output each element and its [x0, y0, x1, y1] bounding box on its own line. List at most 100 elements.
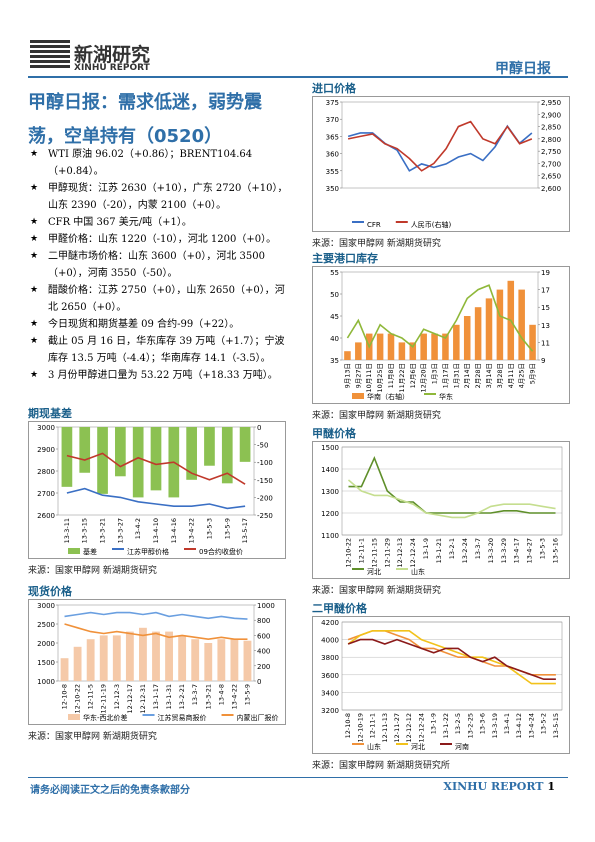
bar — [139, 627, 147, 681]
x-tick-label: 12-10-8 — [61, 684, 69, 709]
header-rule — [28, 76, 568, 78]
legend-label: 人民币(右轴) — [411, 220, 452, 229]
bar — [529, 324, 536, 360]
x-tick-label: 13-3-21 — [99, 518, 107, 543]
x-tick-label: 13-5-9 — [243, 684, 251, 705]
bar — [178, 635, 187, 681]
x-tick-label: 13-4-17 — [513, 538, 521, 563]
bar — [239, 427, 251, 462]
y2-tick-label: 15 — [541, 304, 550, 312]
y2-tick-label: -50 — [257, 442, 268, 450]
bar — [204, 643, 213, 681]
x-tick-label: 13-3-29 — [500, 538, 508, 563]
bar — [132, 427, 144, 498]
title: 甲醇日报：需求低迷，弱势震荡，空单持有（0520） — [28, 92, 262, 147]
legend-label: 内蒙出厂报价 — [237, 713, 279, 722]
x-tick-label: 13-5-3 — [539, 538, 547, 559]
source: 来源：国家甲醇网 新湖期货研究所 — [312, 761, 450, 771]
logo-mark — [30, 40, 70, 68]
bar — [518, 289, 525, 360]
chart-frame — [312, 441, 570, 579]
legend-label: 山东 — [411, 567, 425, 576]
logo-cn: 新湖研究 — [74, 44, 151, 66]
bar — [409, 342, 417, 360]
chart: 350 355 360 365 370 375 2,600 2,650 2,700 2,750 2,… — [312, 96, 570, 232]
legend-label: 09合约收盘价 — [199, 547, 243, 556]
x-tick-label: 3月14日 — [485, 363, 493, 388]
source: 来源：国家甲醇网 新湖期货研究 — [312, 411, 441, 421]
legend-label: 基差 — [83, 547, 97, 556]
y2-tick-label: 2,650 — [541, 173, 561, 181]
bar — [86, 639, 95, 681]
bar — [112, 635, 121, 681]
x-tick-label: 13-5-3 — [205, 518, 213, 539]
y-tick-label: 1400 — [321, 466, 339, 474]
bullet: 甲醛价格：山东 1220（-10），河北 1200（+0）。 — [28, 231, 290, 248]
bullet: 甲醇现货：江苏 2630（+10），广东 2720（+10），山东 2390（-… — [28, 180, 290, 214]
bar — [204, 427, 215, 466]
x-tick-label: 12-10-19 — [356, 713, 364, 743]
y2-tick-label: 2,950 — [541, 99, 561, 107]
y-tick-label: 35 — [330, 357, 339, 365]
plot-area — [341, 271, 539, 361]
x-tick-label: 13-1-9 — [430, 713, 438, 734]
y-tick-label: 2600 — [37, 512, 55, 520]
bar — [463, 316, 471, 360]
line — [64, 611, 248, 620]
bar — [221, 427, 233, 484]
x-tick-label: 11月22日 — [398, 363, 406, 393]
legend-swatch — [352, 221, 364, 223]
line — [64, 623, 248, 641]
x-tick-label: 13-5-17 — [241, 518, 249, 543]
plot-area — [341, 621, 563, 711]
bar — [398, 342, 406, 360]
x-tick-label: 13-4-10 — [152, 518, 160, 543]
line — [348, 455, 556, 514]
bar — [474, 307, 482, 360]
bullet: 3 月份甲醇进口量为 53.22 万吨（+18.33 万吨）。 — [28, 367, 290, 384]
x-tick-label: 4月25日 — [518, 363, 526, 388]
x-tick-label: 13-3-7 — [191, 684, 199, 705]
legend-swatch — [352, 743, 364, 745]
bar — [60, 658, 69, 681]
brand-text: XINHU REPORT — [443, 780, 544, 793]
x-tick-label: 1月31日 — [452, 363, 460, 388]
legend-label: 山东 — [367, 742, 381, 751]
legend-swatch — [440, 743, 452, 745]
disclaimer: 请务必阅读正文之后的免责条款部分 — [30, 785, 190, 796]
brand: XINHU REPORT 1 — [443, 780, 555, 793]
chart: 3200 3400 3600 3800 4000 4200 12-10-8 12-10-19 1… — [312, 616, 570, 754]
legend-swatch — [396, 743, 408, 745]
x-tick-label: 12月6日 — [409, 363, 417, 388]
legend-swatch — [352, 393, 364, 399]
y-tick-label: 3000 — [37, 424, 55, 432]
bar — [165, 631, 173, 681]
legend-swatch — [221, 714, 234, 716]
y-tick-label: 375 — [326, 99, 339, 107]
bar — [99, 635, 108, 681]
y2-tick-label: 400 — [257, 648, 270, 656]
chart-frame — [312, 266, 570, 404]
y-tick-label: 370 — [326, 116, 339, 124]
x-tick-label: 12-12-24 — [417, 713, 425, 743]
bar — [420, 333, 427, 360]
x-tick-label: 12-11-1 — [369, 713, 377, 738]
bullet-list: WTI 原油 96.02（+0.86）；BRENT104.64（+0.84）。甲… — [28, 146, 290, 384]
x-tick-label: 13-2-1 — [448, 538, 456, 559]
bar — [230, 639, 239, 681]
line — [66, 452, 246, 485]
legend-swatch — [184, 548, 196, 550]
y2-tick-label: 9 — [541, 357, 545, 365]
legend-swatch — [112, 548, 124, 550]
legend-label: 河北 — [411, 743, 425, 751]
y2-tick-label: 600 — [257, 632, 270, 640]
x-tick-label: 12-12-12 — [405, 713, 413, 743]
x-tick-label: 12-10-22 — [74, 684, 82, 714]
x-tick-label: 13-5-15 — [552, 713, 560, 738]
bullet: WTI 原油 96.02（+0.86）；BRENT104.64（+0.84）。 — [28, 146, 290, 180]
x-tick-label: 2月28日 — [474, 363, 482, 388]
x-tick-label: 13-3-15 — [81, 518, 89, 543]
bar — [115, 427, 126, 477]
line — [347, 120, 533, 172]
section-title: 现货价格 — [28, 585, 72, 598]
